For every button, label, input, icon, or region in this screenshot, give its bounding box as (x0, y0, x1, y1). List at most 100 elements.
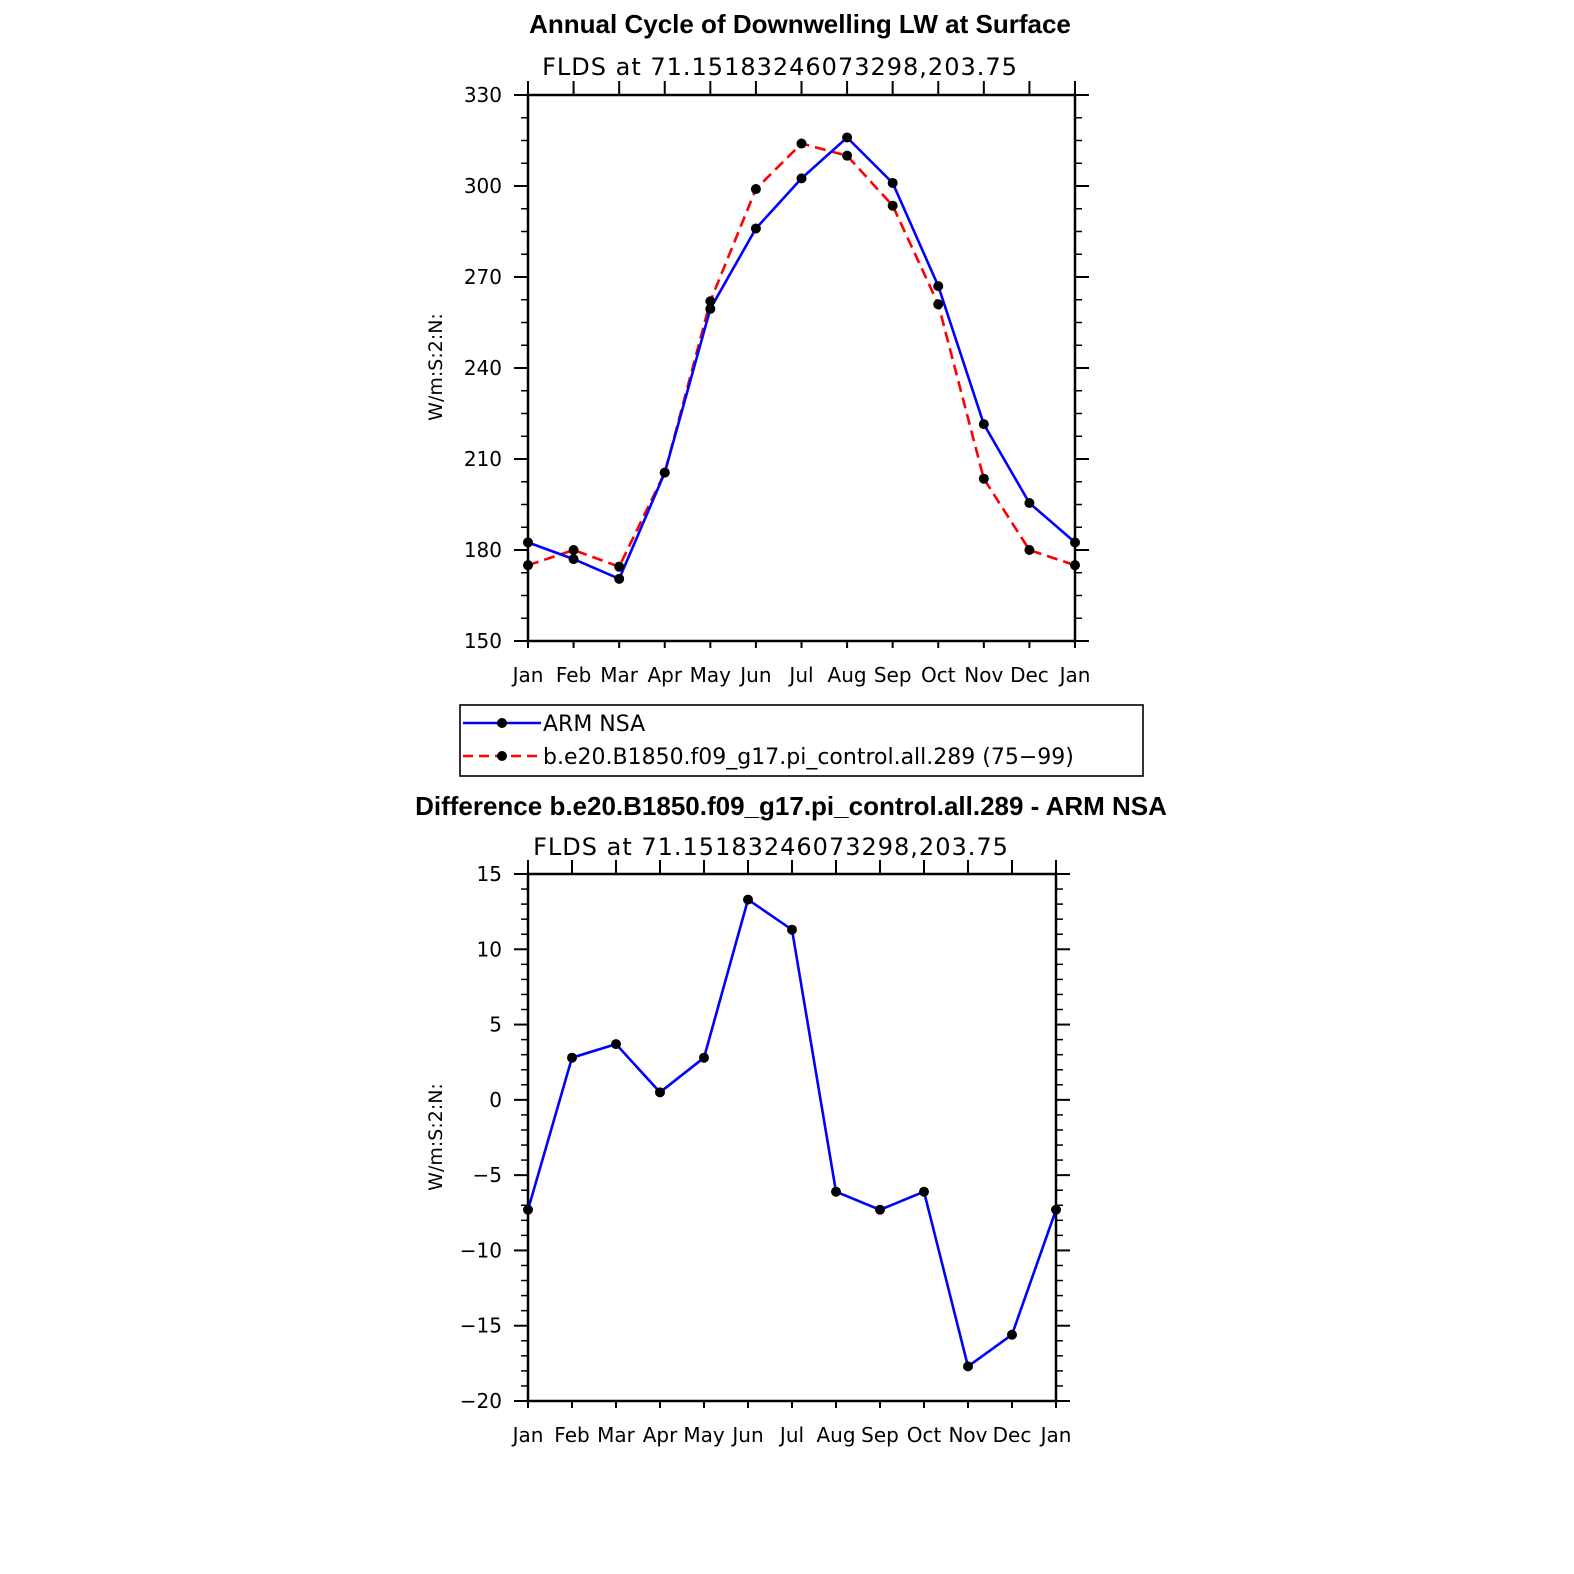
data-point (919, 1186, 929, 1197)
y-tick-label: 270 (464, 265, 502, 289)
y-tick-label: 0 (489, 1088, 502, 1112)
legend: ARM NSA b.e20.B1850.f09_g17.pi_control.a… (459, 704, 1144, 777)
data-point (655, 1087, 665, 1098)
data-point (743, 894, 753, 905)
x-tick-label: Dec (993, 1423, 1032, 1447)
x-tick-label: Feb (556, 663, 591, 687)
x-tick-label: Aug (828, 663, 867, 687)
bottom-chart-subtitle: FLDS at 71.15183246073298,203.75 (533, 833, 1009, 861)
x-tick-label: Apr (643, 1423, 678, 1447)
x-tick-label: Dec (1010, 663, 1049, 687)
legend-label-arm-nsa: ARM NSA (543, 712, 645, 737)
top-chart: Annual Cycle of Downwelling LW at Surfac… (425, 9, 1090, 687)
data-point (1007, 1329, 1017, 1340)
data-point (1070, 537, 1080, 548)
y-tick-label: 15 (477, 862, 502, 886)
plot-frame (526, 872, 1058, 1403)
bottom-plot-area: Jan Feb Mar Apr May Jun Jul Aug Sep Oct Nov Dec Jan−… (460, 860, 1072, 1447)
data-point (568, 545, 579, 555)
bottom-y-axis-label: W/m:S:2:N: (425, 1083, 447, 1191)
x-tick-label: Mar (597, 1423, 636, 1447)
data-point (614, 573, 625, 584)
data-point (1024, 497, 1035, 508)
x-tick-label: Jan (511, 663, 544, 687)
x-tick-label: Jun (738, 663, 771, 687)
data-point (875, 1204, 885, 1215)
y-tick-label: 240 (464, 356, 502, 380)
data-point (1070, 560, 1080, 571)
x-tick-label: Jul (787, 663, 813, 687)
y-tick-label: 300 (464, 174, 502, 198)
series-line-0 (526, 897, 1058, 1369)
x-tick-label: May (683, 1423, 725, 1447)
x-tick-label: Mar (600, 663, 639, 687)
y-tick-label: −20 (460, 1389, 502, 1413)
data-point (933, 299, 944, 310)
y-tick-label: −15 (460, 1314, 502, 1338)
x-tick-label: Jan (1039, 1423, 1072, 1447)
bottom-chart-title: Difference b.e20.B1850.f09_g17.pi_contro… (415, 791, 1167, 821)
data-point (787, 924, 797, 935)
legend-box (459, 704, 1144, 777)
data-point (614, 561, 625, 572)
series-line-0 (527, 135, 1076, 581)
y-tick-label: −10 (460, 1238, 502, 1262)
top-chart-title: Annual Cycle of Downwelling LW at Surfac… (529, 9, 1071, 39)
data-point (523, 1204, 533, 1215)
x-tick-label: Apr (647, 663, 682, 687)
y-tick-label: 210 (464, 447, 502, 471)
data-point (831, 1186, 841, 1197)
x-tick-label: Sep (861, 1423, 899, 1447)
data-point (568, 554, 579, 565)
data-point (611, 1039, 621, 1050)
data-point (750, 184, 761, 195)
data-point (842, 150, 853, 161)
legend-marker-arm-nsa (497, 718, 507, 728)
y-tick-label: 5 (489, 1013, 502, 1037)
y-tick-label: 10 (477, 937, 502, 961)
data-point (750, 223, 761, 234)
x-tick-label: Oct (921, 663, 956, 687)
x-tick-label: Jul (778, 1423, 804, 1447)
x-tick-label: Feb (554, 1423, 589, 1447)
data-point (705, 303, 716, 314)
data-point (978, 419, 989, 430)
y-tick-label: 150 (464, 629, 502, 653)
data-point (699, 1052, 709, 1063)
data-point (842, 132, 853, 143)
y-tick-label: 180 (464, 538, 502, 562)
data-point (978, 473, 989, 484)
x-tick-label: Jun (730, 1423, 763, 1447)
legend-marker-model (497, 751, 507, 761)
y-tick-label: 330 (464, 83, 502, 107)
data-point (523, 560, 533, 571)
data-point (887, 200, 898, 211)
y-tick-label: −5 (473, 1163, 502, 1187)
data-point (796, 173, 807, 184)
top-y-axis-label: W/m:S:2:N: (425, 313, 447, 421)
data-point (523, 537, 533, 548)
bottom-chart: Difference b.e20.B1850.f09_g17.pi_contro… (415, 791, 1167, 1447)
x-tick-label: Nov (948, 1423, 987, 1447)
x-tick-label: Jan (511, 1423, 544, 1447)
x-tick-label: May (690, 663, 732, 687)
legend-label-model: b.e20.B1850.f09_g17.pi_control.all.289 (… (543, 745, 1074, 770)
x-tick-label: Oct (907, 1423, 942, 1447)
top-plot-area: Jan Feb Mar Apr May Jun Jul Aug Sep Oct Nov Dec Jan 1… (464, 81, 1091, 687)
x-tick-label: Aug (816, 1423, 855, 1447)
x-tick-label: Nov (964, 663, 1003, 687)
x-tick-label: Sep (874, 663, 912, 687)
data-point (933, 281, 944, 292)
data-point (1051, 1204, 1061, 1215)
data-point (887, 177, 898, 188)
top-chart-subtitle: FLDS at 71.15183246073298,203.75 (542, 53, 1018, 81)
data-point (659, 467, 670, 478)
data-point (796, 138, 807, 149)
data-point (1024, 545, 1035, 555)
data-point (705, 296, 716, 307)
series-line-1 (527, 142, 1076, 569)
data-point (567, 1052, 577, 1063)
data-point (963, 1361, 973, 1372)
x-tick-label: Jan (1058, 663, 1091, 687)
